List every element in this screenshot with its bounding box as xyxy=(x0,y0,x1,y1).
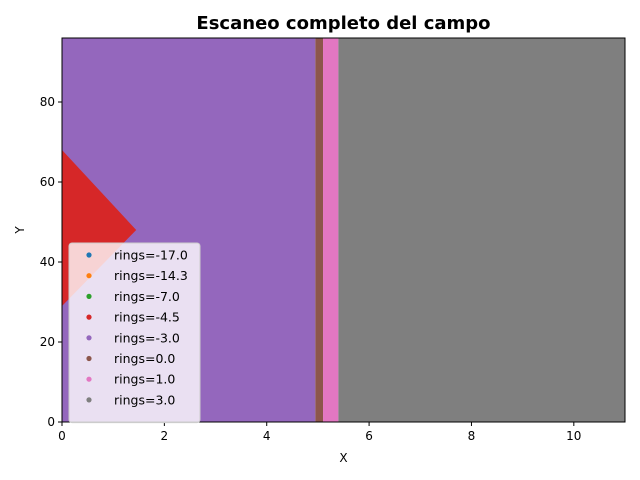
y-tick-label: 80 xyxy=(40,95,55,109)
legend-marker xyxy=(86,252,92,258)
legend-label: rings=-4.5 xyxy=(114,310,180,325)
legend-marker xyxy=(86,273,92,279)
ticks: 0 2 4 6 8 10 0 20 40 60 80 xyxy=(40,95,582,443)
legend-label: rings=3.0 xyxy=(114,392,175,407)
legend: rings=-17.0 rings=-14.3 rings=-7.0 rings=-4… xyxy=(68,242,201,424)
legend-label: rings=0.0 xyxy=(114,351,175,366)
x-tick-label: 6 xyxy=(365,429,373,443)
region-rings1.0-0 xyxy=(323,38,339,422)
legend-marker xyxy=(86,376,92,382)
legend-label: rings=-3.0 xyxy=(114,330,180,345)
y-tick-label: 60 xyxy=(40,175,55,189)
legend-marker xyxy=(86,293,92,299)
y-tick-label: 40 xyxy=(40,255,55,269)
y-axis-label: Y xyxy=(13,226,27,235)
x-axis-label: X xyxy=(339,451,347,465)
plot-frame xyxy=(61,37,626,423)
axes xyxy=(61,37,626,423)
x-tick-label: 0 xyxy=(58,429,66,443)
legend-label: rings=-17.0 xyxy=(114,248,188,263)
legend-label: rings=1.0 xyxy=(114,372,175,387)
x-tick-label: 2 xyxy=(161,429,169,443)
region-rings0.0-0 xyxy=(315,38,324,422)
legend-marker xyxy=(86,397,92,403)
legend-label: rings=-7.0 xyxy=(114,289,180,304)
legend-label: rings=-14.3 xyxy=(114,268,188,283)
legend-marker xyxy=(86,355,92,362)
y-tick-label: 0 xyxy=(47,415,55,429)
legend-box xyxy=(68,242,201,424)
legend-marker xyxy=(86,335,92,341)
y-tick-label: 20 xyxy=(40,335,55,349)
x-tick-label: 4 xyxy=(263,429,271,443)
legend-marker xyxy=(86,314,92,320)
region-rings3.0-0 xyxy=(338,38,625,422)
chart-title: Escaneo completo del campo xyxy=(196,13,490,34)
x-tick-label: 10 xyxy=(566,429,581,443)
x-tick-label: 8 xyxy=(468,429,476,443)
